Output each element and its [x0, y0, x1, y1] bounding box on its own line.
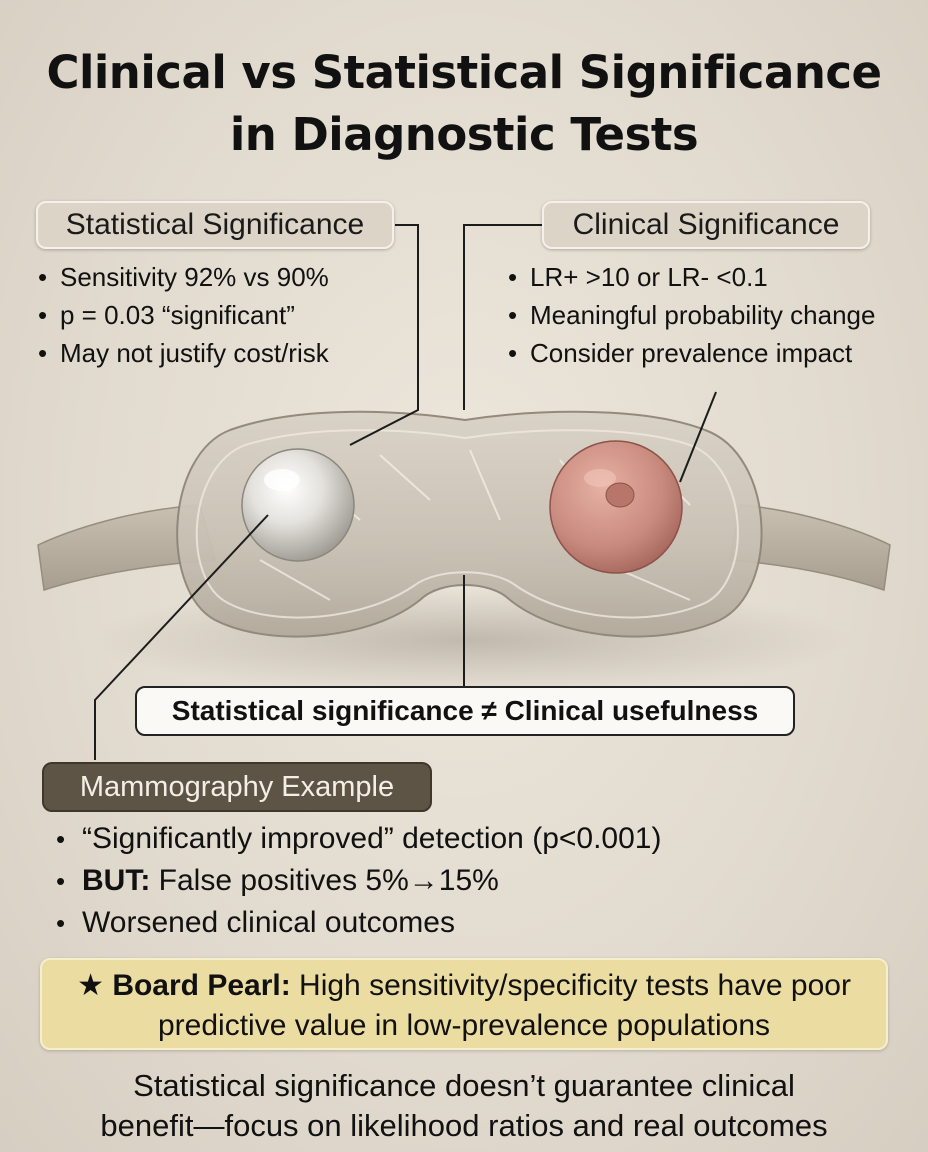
page-title: Clinical vs Statistical Significance in …: [0, 42, 928, 166]
mask-rim: [195, 429, 739, 619]
clinical-heading: Clinical Significance: [542, 201, 870, 249]
connector-statistical: [349, 224, 419, 446]
center-banner: Statistical significance ≠ Clinical usef…: [135, 686, 795, 736]
list-item: BUT: False positives 5%→15%: [56, 860, 661, 902]
footer-line-1: Statistical significance doesn’t guarant…: [133, 1068, 795, 1103]
list-item: LR+ >10 or LR- <0.1: [508, 258, 875, 296]
tissue-nipple: [605, 482, 635, 508]
title-line-1: Clinical vs Statistical Significance: [46, 46, 882, 99]
connector-mammography: [94, 514, 269, 760]
mammography-bullets: “Significantly improved” detection (p<0.…: [56, 818, 661, 944]
list-item: Worsened clinical outcomes: [56, 902, 661, 944]
footer-line-2: benefit—focus on likelihood ratios and r…: [100, 1108, 828, 1143]
board-pearl-box: ★ Board Pearl: High sensitivity/specific…: [40, 958, 888, 1050]
connector-clinical: [463, 224, 542, 410]
star-icon: ★: [77, 969, 104, 1002]
board-pearl-label: Board Pearl:: [112, 969, 291, 1002]
mammography-heading: Mammography Example: [42, 762, 432, 812]
clinical-bullets: LR+ >10 or LR- <0.1 Meaningful probabili…: [508, 258, 875, 372]
list-item: p = 0.03 “significant”: [38, 296, 329, 334]
glass-highlight: [264, 469, 300, 491]
left-strap: [37, 504, 216, 591]
list-item: “Significantly improved” detection (p<0.…: [56, 818, 661, 860]
list-item: Sensitivity 92% vs 90%: [38, 258, 329, 296]
tissue-highlight: [584, 469, 616, 487]
list-item: Consider prevalence impact: [508, 334, 875, 372]
statistical-bullets: Sensitivity 92% vs 90% p = 0.03 “signifi…: [38, 258, 329, 372]
title-line-2: in Diagnostic Tests: [229, 108, 699, 161]
footer-summary: Statistical significance doesn’t guarant…: [0, 1066, 928, 1146]
but-label: BUT:: [82, 864, 151, 897]
right-strap: [729, 504, 891, 592]
board-pearl-text: High sensitivity/specificity tests have …: [157, 969, 851, 1042]
statistical-heading: Statistical Significance: [36, 201, 394, 249]
list-item: Meaningful probability change: [508, 296, 875, 334]
connector-clinical-tissue: [679, 391, 717, 483]
false-positive-text: False positives 5%→15%: [150, 864, 499, 897]
list-item: May not justify cost/risk: [38, 334, 329, 372]
glass-sphere: [241, 448, 355, 562]
